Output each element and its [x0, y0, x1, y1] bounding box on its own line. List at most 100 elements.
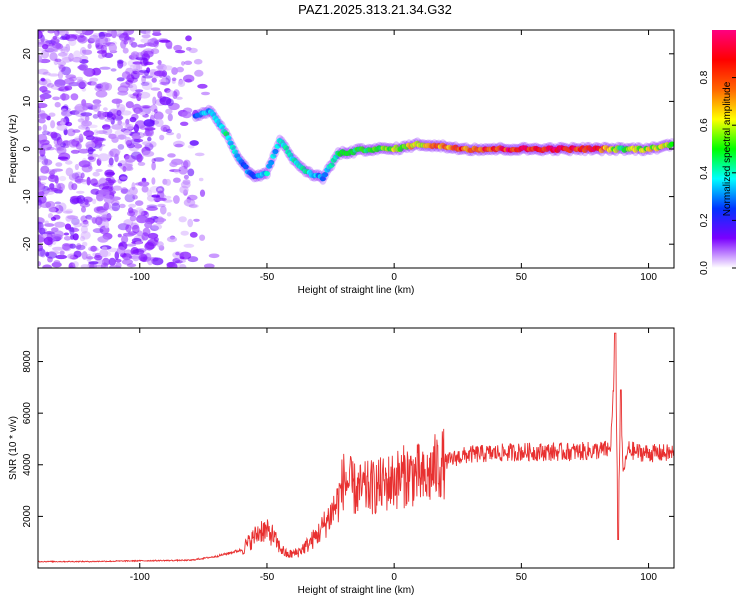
spectrogram-noise-blob	[134, 108, 140, 115]
spectrogram-noise-blob	[111, 202, 121, 212]
spectrogram-noise-blob	[74, 171, 83, 180]
spectrogram-noise-blob	[159, 81, 168, 85]
spectrogram-noise-blob	[86, 176, 91, 186]
spectrogram-noise-blob	[99, 250, 111, 258]
spectrogram-noise-blob	[104, 33, 113, 38]
spectrogram-noise-blob	[93, 129, 100, 136]
spectrogram-noise-blob	[126, 143, 135, 149]
spectrogram-noise-blob	[54, 175, 59, 184]
spectrogram-noise-blob	[121, 71, 131, 79]
spectrogram-noise-blob	[90, 178, 98, 186]
spectrogram-noise-blob	[108, 257, 117, 266]
spectrogram-noise-blob	[84, 199, 89, 205]
spectrogram-noise-blob	[54, 101, 61, 108]
spectrogram-noise-blob	[44, 48, 55, 53]
spectrogram-noise-blob	[38, 30, 45, 33]
spectrogram-noise-blob	[61, 110, 73, 117]
spectrogram-noise-blob	[40, 49, 50, 59]
spectrogram-noise-blob	[73, 222, 82, 228]
spectrogram-noise-blob	[92, 171, 100, 177]
snr-x-tick-label: 50	[516, 572, 528, 583]
spectrogram-noise-blob	[73, 250, 82, 258]
spectrogram-noise-blob	[197, 83, 208, 89]
colorbar-ticks: 0.0 0.2 0.4 0.6 0.8	[699, 70, 736, 275]
spectrogram-noise-blob	[153, 70, 166, 77]
spectrogram-noise-blob	[171, 77, 177, 82]
spectrogram-noise-blob	[125, 243, 137, 247]
spectrogram-noise-blob	[68, 262, 76, 268]
spectrogram-noise-blob	[166, 212, 172, 217]
spectrogram-noise-blob	[140, 50, 149, 58]
spectrogram-noise-blob	[99, 66, 111, 70]
spectrogram-noise-blob	[54, 79, 66, 88]
spectrogram-signal-point	[225, 135, 232, 141]
spectrogram-noise-blob	[38, 261, 41, 267]
spectrogram-noise-blob	[132, 194, 138, 200]
spectrogram-noise-blob	[135, 207, 144, 214]
spectrogram-noise-blob	[98, 36, 109, 44]
spectrogram-noise-blob	[173, 140, 185, 148]
colorbar-tick-label: 0.4	[699, 165, 710, 179]
spectrogram-noise-blob	[187, 218, 194, 228]
spectrogram-noise-blob	[38, 118, 46, 124]
spectrogram-noise-blob	[129, 40, 134, 46]
spectrogram-noise-blob	[175, 96, 183, 100]
spectrogram-y-tick-label: 10	[22, 95, 33, 107]
spectrogram-noise-blob	[38, 48, 46, 52]
spectrogram-noise-blob	[188, 47, 198, 54]
spectrogram-noise-blob	[188, 203, 199, 209]
spectrogram-noise-blob	[56, 124, 68, 131]
spectrogram-noise-blob	[59, 250, 65, 255]
spectrogram-noise-blob	[129, 56, 135, 61]
spectrogram-noise-blob	[38, 38, 49, 45]
spectrogram-noise-blob	[82, 103, 93, 107]
spectrogram-noise-blob	[83, 130, 94, 137]
spectrogram-noise-blob	[138, 91, 151, 99]
spectrogram-noise-blob	[124, 136, 132, 146]
spectrogram-noise-blob	[117, 162, 123, 167]
spectrogram-noise-blob	[181, 111, 192, 119]
spectrogram-noise-blob	[102, 214, 113, 219]
spectrogram-noise-blob	[100, 262, 109, 268]
spectrogram-noise-blob	[132, 248, 145, 255]
spectrogram-noise-blob	[141, 185, 149, 193]
spectrogram-noise-blob	[135, 241, 143, 245]
spectrogram-noise-blob	[48, 30, 53, 34]
spectrogram-noise-blob	[117, 144, 125, 150]
spectrogram-noise-blob	[53, 260, 61, 265]
spectrogram-noise-blob	[137, 161, 146, 166]
spectrogram-noise-blob	[155, 65, 165, 70]
spectrogram-noise-blob	[133, 124, 139, 133]
spectrogram-noise-blob	[130, 138, 141, 144]
spectrogram-noise-blob	[150, 111, 156, 121]
spectrogram-noise-blob	[77, 118, 85, 123]
spectrogram-noise-blob	[95, 216, 103, 226]
spectrogram-noise-blob	[72, 261, 79, 268]
spectrogram-noise-blob	[124, 254, 132, 260]
spectrogram-noise-blob	[61, 55, 74, 60]
spectrogram-noise-blob	[158, 39, 171, 43]
spectrogram-noise-blob	[114, 258, 122, 263]
spectrogram-noise-blob	[179, 264, 187, 268]
spectrogram-noise-blob	[166, 236, 178, 243]
snr-y-tick-label: 2000	[22, 505, 33, 528]
spectrogram-noise-blob	[54, 204, 64, 214]
spectrogram-noise-blob	[136, 70, 145, 76]
spectrogram-noise-blob	[78, 148, 90, 154]
spectrogram-noise-blob	[44, 157, 49, 165]
spectrogram-noise-blob	[71, 172, 80, 180]
spectrogram-noise-blob	[135, 248, 147, 253]
spectrogram-noise-blob	[59, 121, 66, 125]
spectrogram-noise-blob	[57, 64, 64, 69]
spectrogram-noise-blob	[71, 56, 83, 63]
spectrogram-noise-blob	[126, 191, 134, 196]
spectrogram-noise-blob	[182, 179, 191, 186]
spectrogram-noise-blob	[117, 85, 129, 93]
spectrogram-noise-blob	[123, 219, 134, 227]
spectrogram-noise-blob	[108, 265, 121, 268]
spectrogram-noise-blob	[114, 115, 124, 120]
spectrogram-noise-blob	[108, 206, 119, 211]
spectrogram-noise-blob	[130, 51, 140, 58]
spectrogram-noise-blob	[108, 190, 117, 195]
spectrogram-noise-blob	[132, 253, 140, 262]
